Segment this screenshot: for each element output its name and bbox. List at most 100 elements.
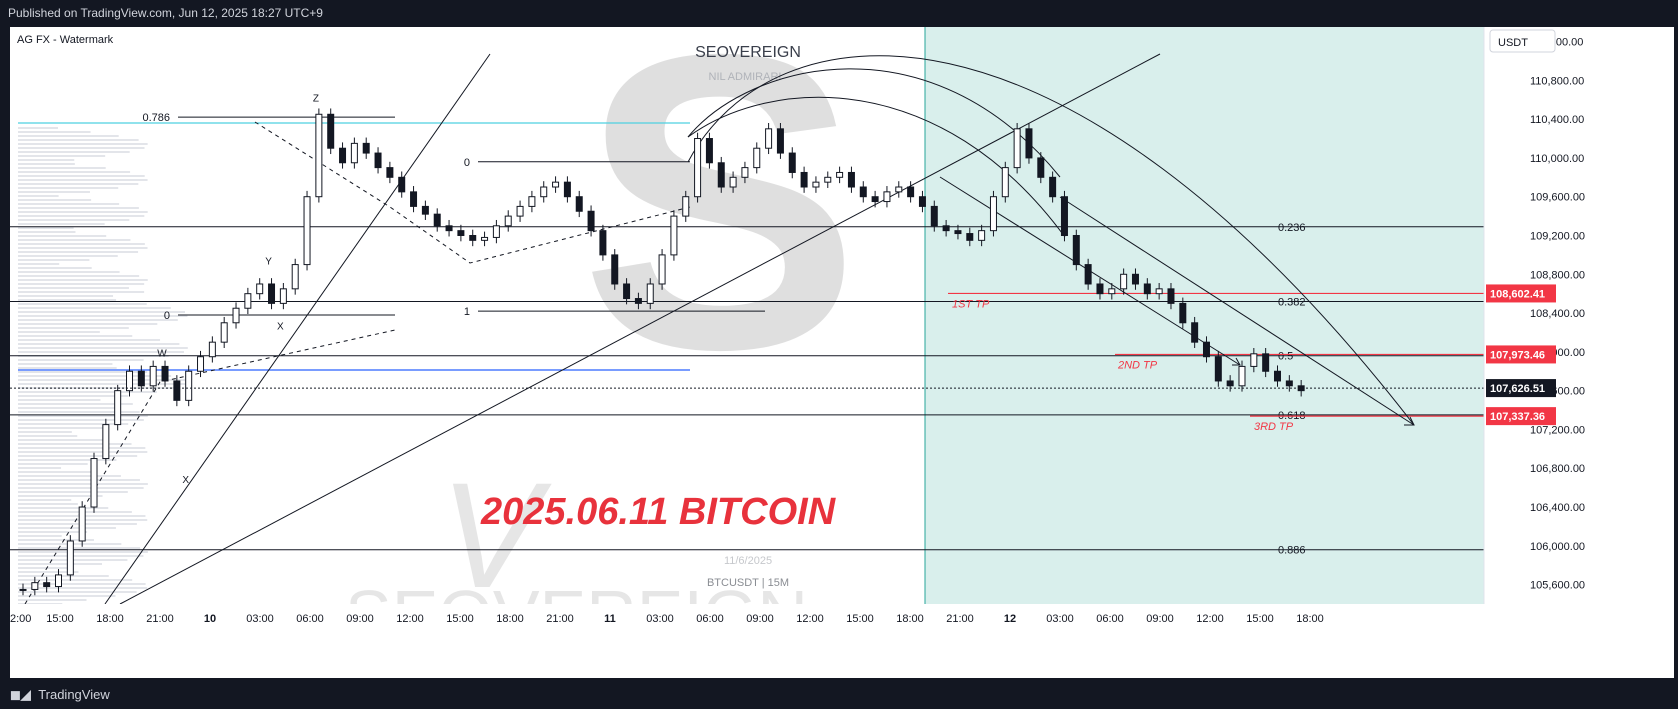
volume-profile-bar — [18, 335, 133, 337]
candle-body — [481, 236, 489, 241]
currency-button-label[interactable]: USDT — [1498, 37, 1528, 49]
time-tick-label: 06:00 — [1096, 613, 1124, 625]
candle-body — [1179, 302, 1187, 324]
candle-body — [741, 167, 749, 178]
currency-button[interactable] — [1489, 29, 1556, 53]
volume-profile-bar — [18, 215, 145, 217]
svg-text:S: S — [580, 27, 860, 437]
volume-profile-bar — [18, 395, 129, 397]
candle-body — [1131, 273, 1139, 285]
volume-profile-bar — [18, 491, 128, 493]
candle-body — [611, 254, 619, 285]
volume-profile-bar — [18, 475, 121, 477]
price-tick-label: 109,200.00 — [1530, 230, 1585, 242]
candle-body — [303, 196, 311, 266]
candle-body — [469, 234, 477, 241]
chart-panel[interactable]: S V SEOVEREIGN NIL ADMIRARI 11/6/2025 BT… — [10, 0, 1674, 678]
indicator-label[interactable]: AG FX - Watermark — [17, 34, 114, 46]
candle-body — [1214, 356, 1222, 382]
price-tick-label: 106,800.00 — [1530, 463, 1585, 475]
volume-profile-bar — [18, 367, 117, 369]
volume-profile-bar — [18, 567, 71, 569]
candle-body — [705, 138, 713, 164]
volume-profile-bar — [18, 499, 72, 501]
volume-profile-bar — [18, 163, 75, 165]
price-tick-label: 108,400.00 — [1530, 308, 1585, 320]
volume-profile-bar — [18, 451, 148, 453]
volume-profile-bar — [18, 179, 148, 181]
price-tick-label: 108,800.00 — [1530, 269, 1585, 281]
tradingview-logo-icon: ◼◢ — [10, 687, 31, 702]
candle-body — [871, 196, 879, 203]
price-axis[interactable] — [1484, 27, 1674, 604]
volume-profile-bar — [18, 347, 188, 349]
candle-body — [978, 230, 986, 241]
candle-body — [208, 341, 216, 358]
volume-profile-bar — [18, 271, 120, 273]
volume-profile-bar — [18, 587, 148, 589]
candle-body — [634, 298, 642, 304]
candle-body — [954, 230, 962, 235]
volume-profile-bar — [18, 207, 139, 209]
candle-body — [907, 186, 915, 198]
candle-body — [1273, 370, 1281, 382]
candle-body — [78, 506, 86, 542]
candle-body — [1013, 128, 1021, 169]
candle-body — [552, 181, 560, 188]
chart-headline: 2025.06.11 BITCOIN — [480, 491, 837, 533]
fib-box-lines[interactable]: 0.786 0 0 1 — [142, 112, 765, 322]
candle-body — [824, 176, 832, 183]
volume-profile-bar — [18, 375, 172, 377]
target-price-badge-label: 108,602.41 — [1490, 288, 1545, 300]
price-tick-label: 110,400.00 — [1530, 114, 1584, 126]
fib-box-label: 0.786 — [142, 112, 170, 124]
time-tick-label: 21:00 — [146, 613, 174, 625]
candle-body — [421, 205, 429, 215]
published-header: Published on TradingView.com, Jun 12, 20… — [0, 0, 1678, 27]
target-price-badge — [1486, 407, 1556, 426]
candle-body — [445, 225, 453, 232]
volume-profile-bar — [18, 523, 137, 525]
volume-profile-bar — [18, 435, 78, 437]
time-tick-label: 12:00 — [396, 613, 424, 625]
current-price-badge — [1486, 379, 1556, 398]
candle-body — [717, 162, 725, 188]
tradingview-footer[interactable]: ◼◢ TradingView — [0, 680, 1678, 709]
time-axis[interactable] — [10, 604, 1484, 678]
volume-profile-bar — [18, 183, 139, 185]
footer-brand: TradingView — [38, 687, 110, 702]
volume-profile-bar — [18, 403, 133, 405]
candle-body — [1096, 283, 1104, 295]
candle-body — [185, 370, 193, 401]
price-badges: 108,602.41 107,973.46 107,337.36 107,626.51 — [1486, 284, 1556, 426]
price-candles[interactable] — [19, 108, 1305, 596]
volume-profile-bar — [18, 583, 146, 585]
price-chart[interactable]: S V SEOVEREIGN NIL ADMIRARI 11/6/2025 BT… — [10, 0, 1674, 678]
time-tick-label: 21:00 — [546, 613, 574, 625]
volume-profile-bar — [18, 131, 91, 133]
candle-body — [374, 152, 382, 169]
target-label: 2ND TP — [1117, 359, 1158, 371]
volume-profile-bar — [18, 487, 144, 489]
price-tick-label: 110,800.00 — [1530, 75, 1584, 87]
volume-profile-bar — [18, 275, 140, 277]
take-profit-targets[interactable]: 1ST TP 2ND TP 3RD TP — [948, 292, 1484, 433]
volume-profile-bar — [18, 527, 116, 529]
candle-body — [504, 215, 512, 227]
volume-profile-bar — [18, 319, 178, 321]
candle-body — [362, 142, 370, 154]
candle-body — [788, 152, 796, 173]
volume-profile-bar — [18, 535, 62, 537]
candle-body — [516, 205, 524, 217]
volume-profile-bar — [18, 443, 132, 445]
volume-profile-bar — [18, 423, 129, 425]
time-tick-label: 03:00 — [646, 613, 674, 625]
candle-body — [31, 582, 39, 590]
volume-profile-bar — [18, 359, 144, 361]
candle-body — [1049, 176, 1057, 198]
projection-arrow-1-head — [1232, 357, 1241, 366]
candle-body — [386, 167, 394, 178]
volume-profile-bar — [18, 247, 148, 249]
trendline-steep — [104, 53, 491, 605]
